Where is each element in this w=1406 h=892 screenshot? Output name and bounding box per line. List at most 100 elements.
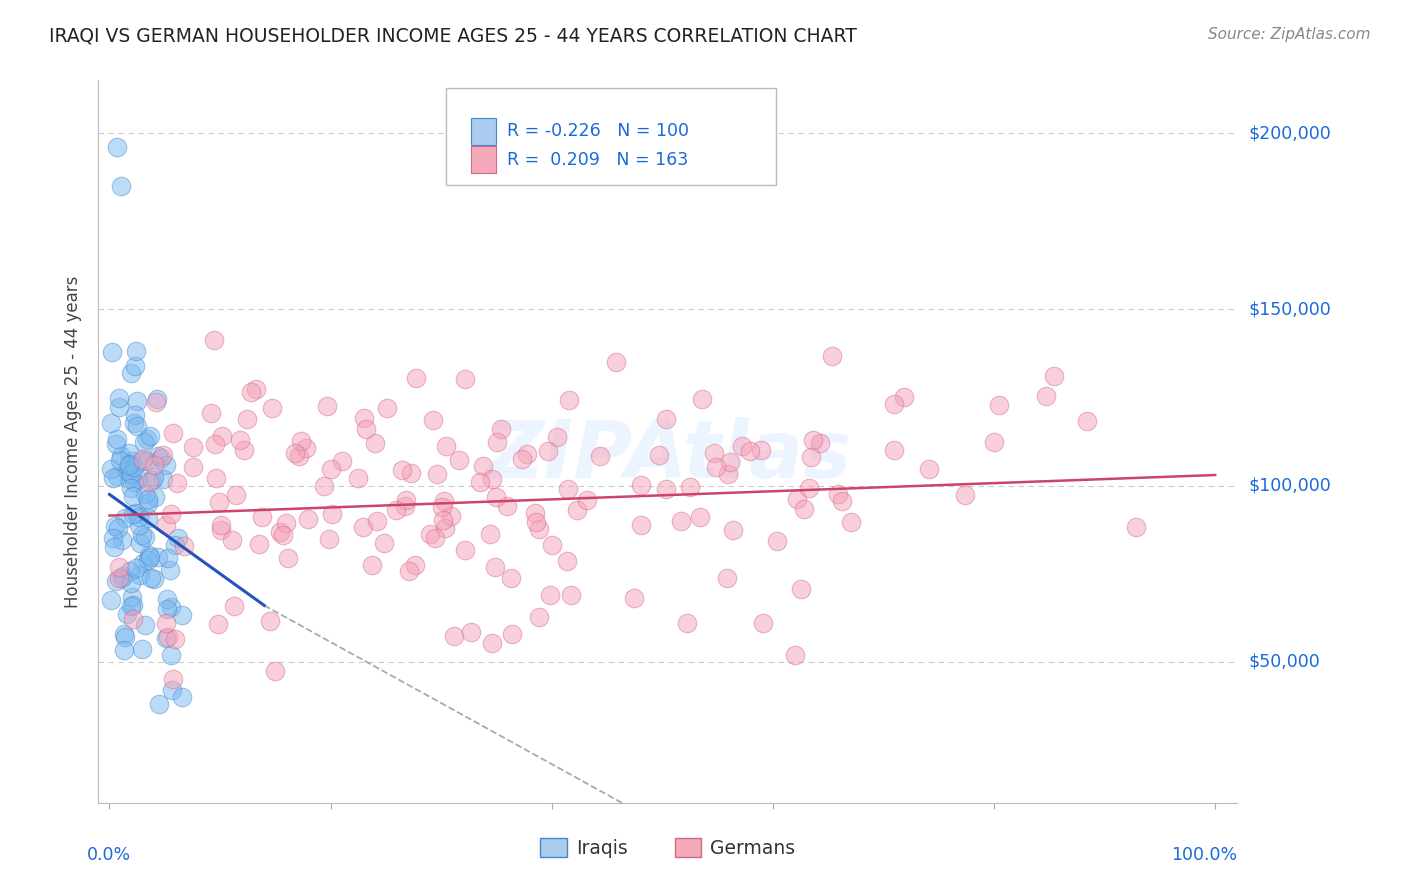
Point: [481, 472, 503, 486]
Point: [117, 465, 139, 479]
Point: [160, 648, 183, 662]
Point: [108, 571, 131, 585]
Point: [274, 516, 297, 530]
Point: [122, 489, 145, 503]
Point: [648, 448, 671, 462]
Point: [436, 439, 458, 453]
Point: [139, 571, 162, 585]
Point: [405, 371, 427, 385]
Point: [432, 513, 454, 527]
Point: [111, 569, 134, 583]
Point: [118, 565, 141, 579]
Point: [122, 460, 145, 475]
Point: [495, 499, 517, 513]
Point: [361, 558, 384, 573]
Point: [107, 391, 129, 405]
Point: [749, 443, 772, 458]
Point: [204, 436, 226, 450]
Point: [460, 624, 482, 639]
Point: [499, 571, 522, 585]
Point: [181, 440, 204, 454]
Point: [702, 446, 724, 460]
Point: [165, 632, 187, 646]
Point: [605, 355, 627, 369]
Point: [260, 401, 283, 415]
Point: [546, 430, 568, 444]
Point: [721, 523, 744, 537]
Point: [718, 455, 741, 469]
Point: [120, 599, 142, 613]
Point: [557, 392, 579, 407]
Point: [655, 412, 678, 426]
Point: [752, 616, 775, 631]
Point: [121, 481, 143, 495]
Point: [162, 426, 184, 441]
Point: [159, 508, 181, 522]
Point: [136, 491, 159, 506]
Point: [125, 419, 148, 434]
Point: [354, 422, 377, 436]
Point: [536, 443, 558, 458]
Point: [803, 433, 825, 447]
Point: [233, 442, 256, 457]
Point: [312, 479, 335, 493]
Point: [202, 333, 225, 347]
Point: [142, 572, 165, 586]
Point: [122, 598, 145, 612]
Point: [134, 487, 156, 501]
Point: [353, 411, 375, 425]
Point: [800, 450, 823, 465]
Point: [141, 474, 163, 488]
Point: [128, 536, 150, 550]
Point: [110, 179, 132, 194]
Point: [138, 475, 160, 489]
Point: [501, 627, 523, 641]
Point: [103, 531, 125, 545]
Point: [831, 493, 853, 508]
Point: [124, 561, 146, 575]
Point: [122, 507, 145, 521]
Point: [883, 397, 905, 411]
Point: [394, 499, 416, 513]
Point: [125, 506, 148, 520]
Point: [399, 466, 422, 480]
Point: [716, 571, 738, 585]
Point: [765, 534, 787, 549]
Point: [107, 521, 129, 535]
Point: [108, 453, 131, 467]
Point: [793, 502, 815, 516]
Point: [157, 630, 180, 644]
Point: [630, 478, 652, 492]
Point: [209, 517, 232, 532]
Point: [273, 528, 295, 542]
Point: [159, 563, 181, 577]
Point: [131, 453, 153, 467]
Point: [100, 592, 122, 607]
Point: [269, 524, 291, 539]
Point: [172, 690, 194, 704]
Point: [524, 515, 547, 529]
Point: [131, 528, 153, 542]
Point: [134, 530, 156, 544]
Point: [786, 491, 808, 506]
Point: [139, 428, 162, 442]
Point: [366, 514, 388, 528]
Point: [207, 495, 229, 509]
Point: [430, 500, 453, 515]
Point: [671, 514, 693, 528]
Point: [290, 434, 312, 449]
Point: [259, 615, 281, 629]
Point: [706, 459, 728, 474]
Point: [447, 453, 470, 467]
Point: [419, 527, 441, 541]
Point: [139, 550, 162, 565]
Text: $50,000: $50,000: [1249, 653, 1320, 671]
Text: R = -0.226   N = 100: R = -0.226 N = 100: [508, 122, 689, 140]
Point: [395, 492, 418, 507]
Point: [162, 683, 184, 698]
Point: [115, 607, 138, 621]
Point: [690, 392, 713, 407]
Point: [156, 592, 179, 607]
Point: [676, 616, 699, 631]
Point: [347, 470, 370, 484]
